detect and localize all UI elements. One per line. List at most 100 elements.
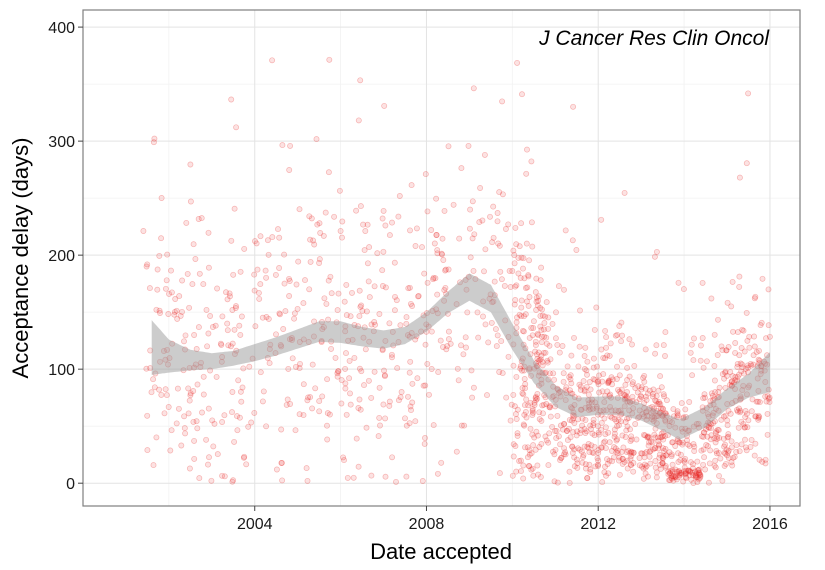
- data-point: [686, 468, 693, 475]
- data-point: [409, 303, 416, 309]
- data-point: [725, 447, 732, 454]
- data-point: [252, 323, 259, 330]
- data-point: [237, 268, 244, 275]
- data-point: [557, 422, 564, 429]
- data-point: [763, 335, 769, 342]
- data-point: [675, 458, 682, 465]
- data-point: [728, 444, 735, 451]
- data-point: [629, 393, 636, 400]
- data-point: [547, 413, 554, 420]
- data-point: [611, 426, 618, 433]
- data-point: [186, 304, 193, 311]
- data-point: [324, 436, 331, 443]
- data-point: [350, 474, 357, 481]
- data-point: [196, 270, 203, 277]
- data-point: [477, 185, 484, 191]
- data-point: [635, 383, 642, 390]
- data-point: [659, 454, 666, 461]
- data-point: [559, 426, 566, 433]
- data-point: [676, 471, 683, 478]
- data-point: [292, 363, 299, 370]
- data-point: [583, 428, 590, 435]
- data-point: [431, 240, 438, 247]
- data-point: [636, 455, 643, 461]
- data-point: [734, 329, 741, 336]
- data-point: [514, 59, 521, 66]
- data-point: [347, 313, 354, 320]
- data-point: [764, 410, 771, 417]
- data-point: [549, 320, 556, 327]
- data-point: [343, 411, 350, 418]
- data-point: [528, 158, 535, 165]
- data-point: [286, 278, 293, 284]
- data-point: [611, 444, 617, 451]
- data-point: [487, 213, 493, 220]
- data-point: [672, 472, 679, 479]
- data-point: [322, 209, 329, 216]
- data-point: [192, 256, 199, 262]
- data-point: [528, 450, 535, 457]
- data-point: [236, 322, 243, 329]
- data-point: [696, 475, 703, 482]
- data-point: [154, 286, 161, 293]
- data-point: [669, 475, 675, 482]
- data-point: [723, 460, 729, 467]
- data-point: [690, 441, 697, 448]
- data-point: [737, 360, 744, 367]
- data-point: [200, 373, 207, 380]
- data-point: [422, 382, 429, 389]
- data-point: [698, 447, 705, 454]
- data-point: [697, 473, 704, 480]
- data-point: [334, 307, 341, 314]
- data-point: [689, 472, 696, 478]
- data-point: [395, 213, 402, 220]
- data-point: [581, 388, 588, 395]
- data-point: [535, 471, 542, 478]
- data-point: [740, 421, 747, 428]
- data-point: [234, 413, 240, 420]
- data-point: [343, 312, 350, 319]
- data-point: [335, 368, 341, 375]
- data-point: [524, 298, 530, 305]
- data-point: [650, 391, 657, 397]
- data-point: [196, 475, 203, 482]
- data-point: [741, 348, 748, 355]
- data-point: [692, 472, 699, 479]
- data-point: [380, 401, 387, 408]
- data-point: [611, 433, 618, 440]
- data-point: [231, 438, 238, 445]
- data-point: [614, 447, 621, 454]
- data-point: [678, 471, 685, 478]
- data-point: [616, 454, 623, 461]
- x-tick-label: 2008: [409, 516, 445, 533]
- data-point: [240, 365, 247, 372]
- data-point: [592, 463, 599, 470]
- data-point: [210, 443, 217, 450]
- data-point: [720, 413, 727, 420]
- data-point: [723, 446, 730, 453]
- data-point: [737, 409, 744, 416]
- data-point: [627, 426, 634, 433]
- data-point: [496, 242, 503, 249]
- data-point: [571, 334, 577, 341]
- data-point: [376, 384, 383, 391]
- data-point: [379, 267, 386, 274]
- data-point: [738, 441, 745, 448]
- data-point: [537, 474, 544, 480]
- data-point: [724, 422, 731, 429]
- data-point: [666, 449, 673, 456]
- data-point: [646, 453, 653, 460]
- data-point: [374, 250, 381, 257]
- data-point: [239, 384, 246, 391]
- data-point: [742, 408, 749, 414]
- data-point: [581, 426, 588, 433]
- data-point: [556, 349, 563, 356]
- data-point: [682, 470, 689, 477]
- data-point: [586, 449, 593, 456]
- data-point: [321, 295, 328, 302]
- data-point: [284, 396, 291, 403]
- data-point: [312, 385, 319, 392]
- data-point: [594, 363, 601, 370]
- data-point: [582, 461, 589, 468]
